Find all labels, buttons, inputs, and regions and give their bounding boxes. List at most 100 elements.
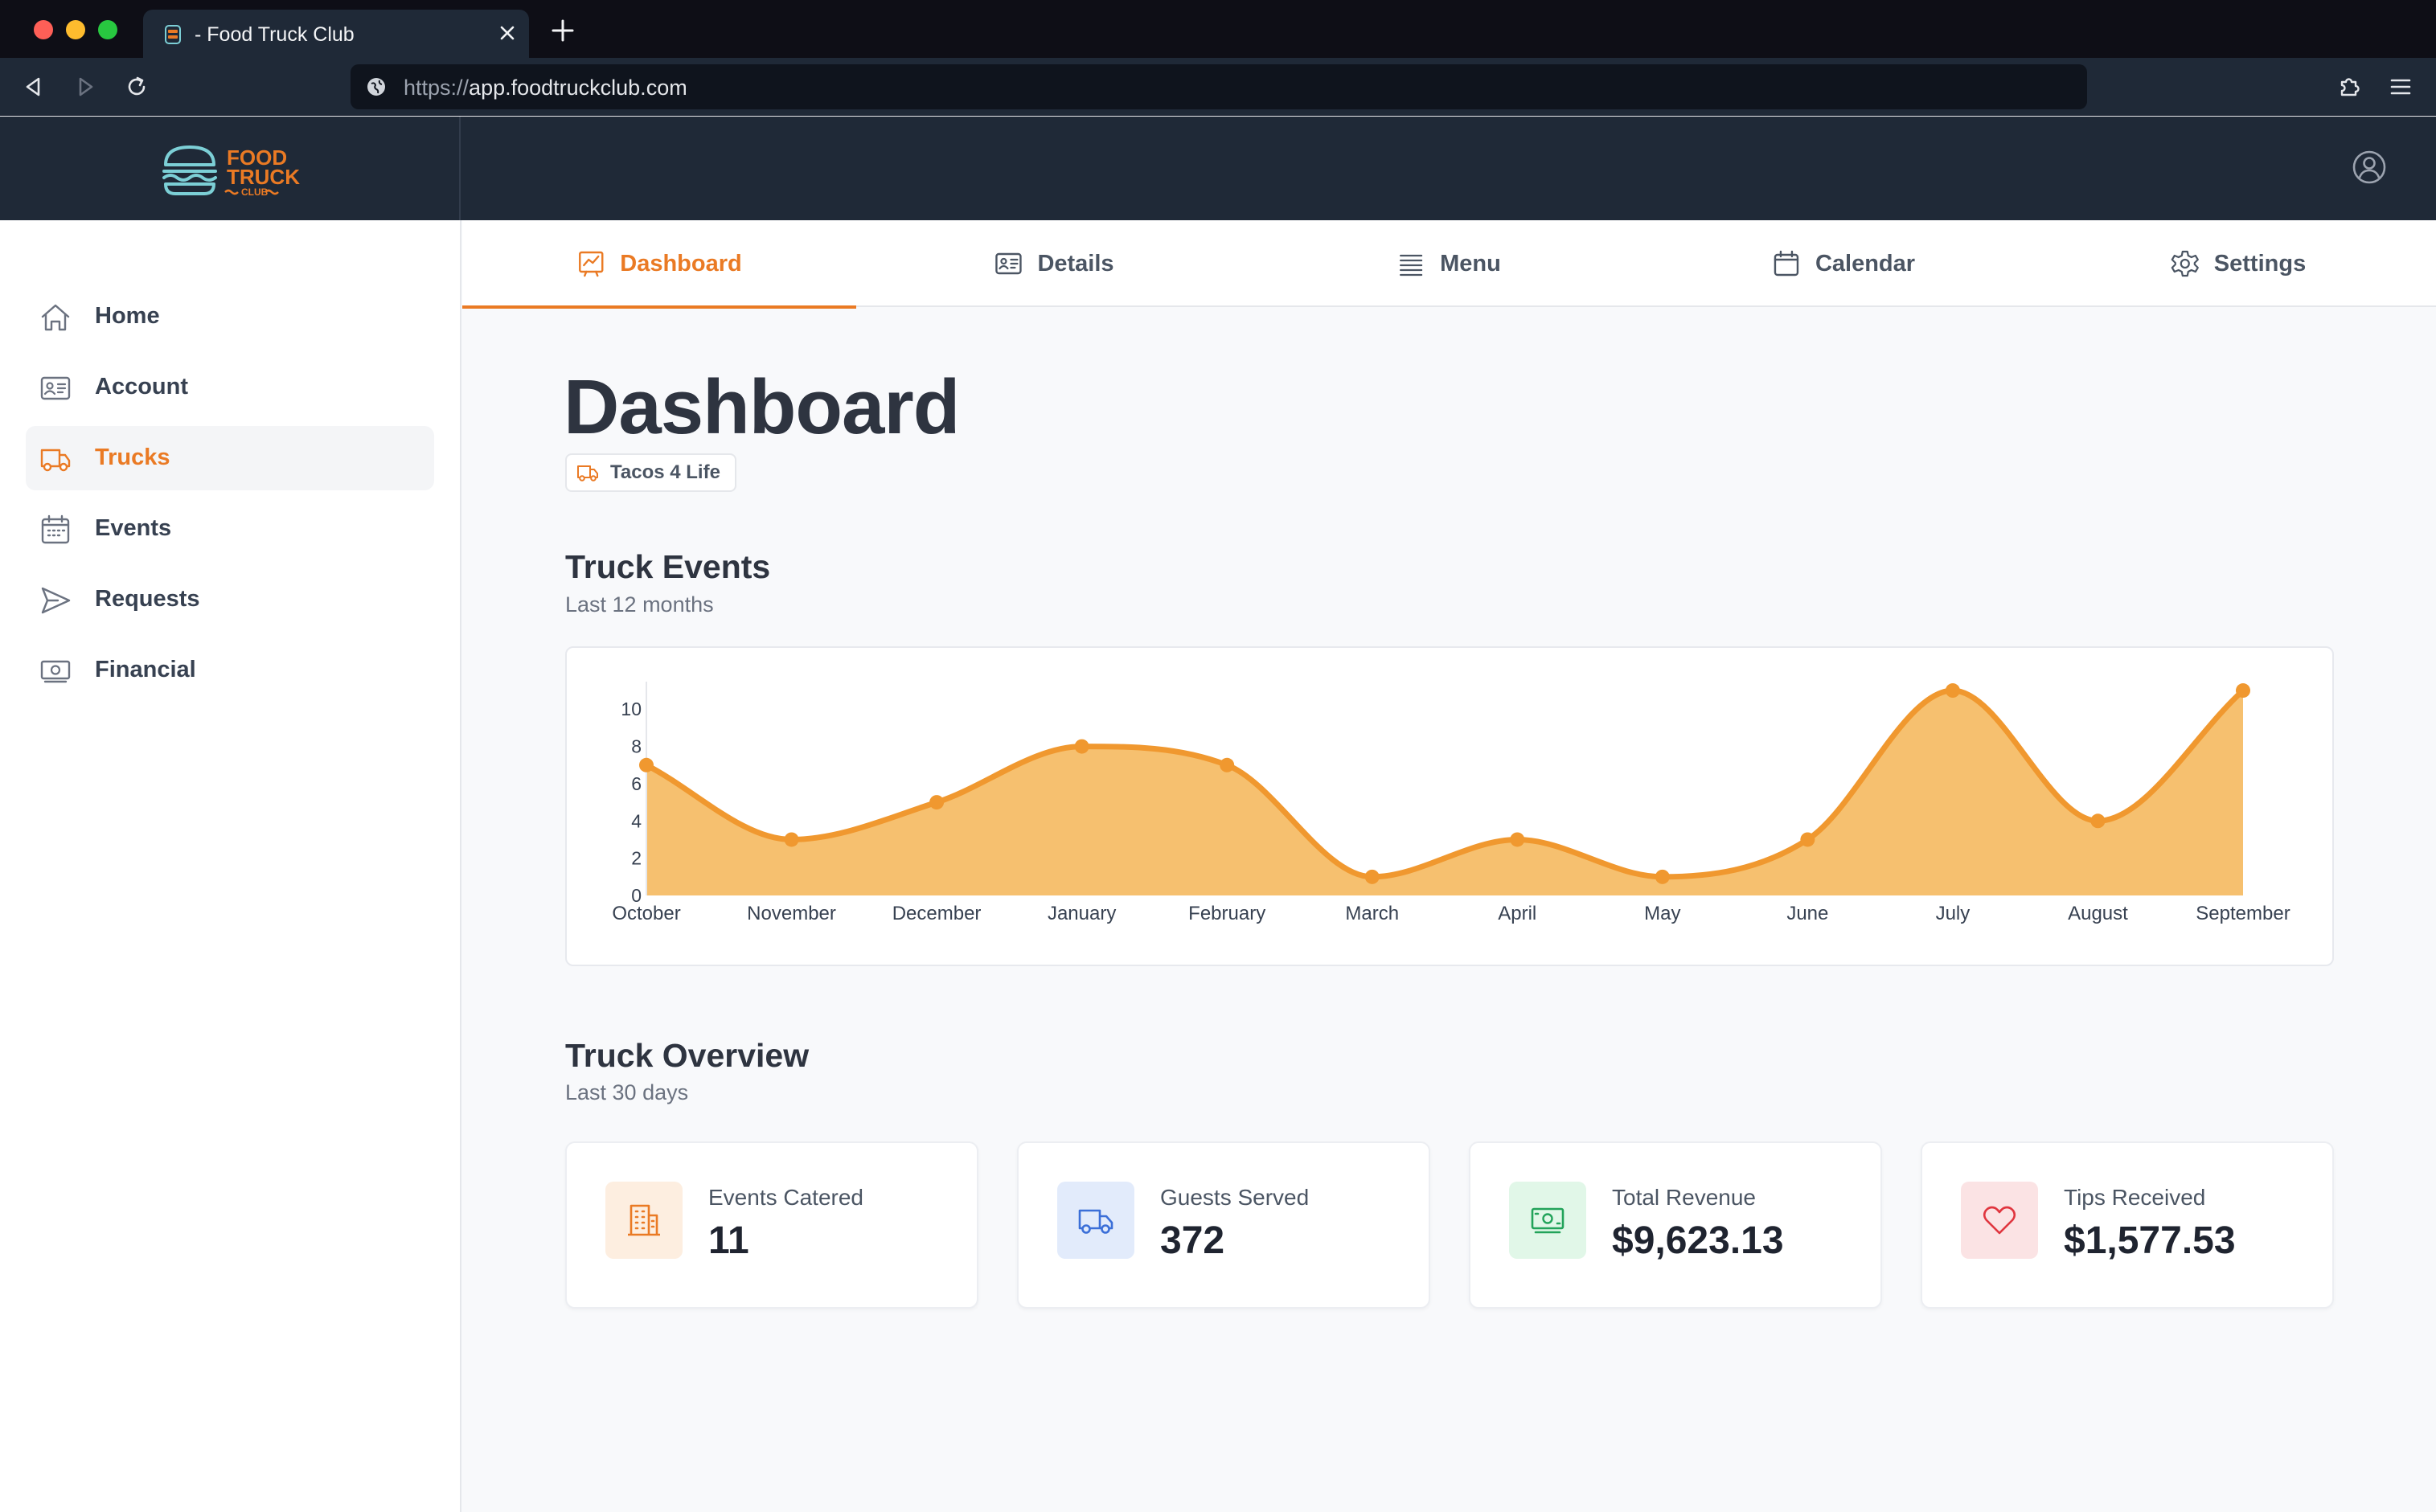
truck-overview-title: Truck Overview: [565, 1037, 810, 1074]
stat-value: $1,577.53: [2064, 1219, 2236, 1262]
cash-icon: [40, 660, 71, 683]
x-tick-label: September: [2196, 903, 2290, 924]
truck-icon: [40, 449, 71, 472]
chart-point: [1800, 832, 1815, 847]
tab-calendar[interactable]: Calendar: [1647, 220, 2040, 307]
food-truck-club-logo[interactable]: FOOD TRUCK CLUB: [161, 141, 301, 199]
stat-icon-box: [1961, 1182, 2038, 1259]
x-tick-label: July: [1936, 903, 1971, 924]
x-tick-label: March: [1345, 903, 1399, 924]
globe-icon: [367, 78, 385, 96]
x-tick-label: June: [1786, 903, 1828, 924]
logo-text-truck: TRUCK: [227, 165, 300, 189]
new-tab-plus-icon[interactable]: [548, 16, 577, 45]
truck-events-title: Truck Events: [565, 548, 771, 585]
sidebar: Home Account Trucks Events Requests: [0, 220, 461, 1512]
user-profile-icon[interactable]: [2351, 149, 2388, 186]
stat-label: Tips Received: [2064, 1185, 2206, 1210]
gear-icon: [2171, 250, 2199, 277]
reload-icon[interactable]: [122, 72, 151, 101]
tab-label: Settings: [2213, 250, 2307, 277]
sidebar-item-label: Home: [95, 303, 160, 329]
chart-point: [1074, 739, 1089, 754]
sidebar-item-home[interactable]: Home: [26, 285, 434, 349]
calendar-icon: [1774, 250, 1799, 277]
hamburger-menu-icon[interactable]: [2386, 72, 2415, 101]
tab-details[interactable]: Details: [857, 220, 1251, 307]
app-header: FOOD TRUCK CLUB: [0, 117, 2436, 220]
home-icon: [41, 304, 70, 331]
close-icon[interactable]: [494, 19, 521, 47]
sidebar-item-label: Requests: [95, 586, 200, 612]
x-tick-label: December: [892, 903, 982, 924]
chart-point: [2090, 813, 2106, 829]
logo-area: FOOD TRUCK CLUB: [0, 117, 461, 220]
url-host: app.foodtruckclub.com: [469, 76, 687, 100]
tab-label: Dashboard: [620, 250, 742, 277]
tab-menu[interactable]: Menu: [1252, 220, 1646, 307]
sidebar-item-label: Trucks: [95, 445, 170, 470]
stat-card-total-revenue: Total Revenue $9,623.13: [1469, 1141, 1882, 1309]
x-tick-label: February: [1188, 903, 1265, 924]
truck-name: Tacos 4 Life: [610, 461, 720, 483]
truck-icon: [577, 465, 598, 481]
sidebar-item-label: Events: [95, 515, 172, 541]
sidebar-item-financial[interactable]: Financial: [26, 638, 434, 703]
window-close-button[interactable]: [34, 20, 53, 39]
cash-icon: [1531, 1207, 1565, 1234]
tab-label: Calendar: [1815, 250, 1916, 277]
list-icon: [1400, 254, 1423, 277]
chart-icon: [579, 251, 604, 277]
back-icon[interactable]: [19, 72, 48, 101]
stat-label: Total Revenue: [1612, 1185, 1757, 1210]
y-tick-label: 0: [631, 885, 642, 906]
send-icon: [41, 587, 71, 614]
x-tick-label: November: [747, 903, 836, 924]
sidebar-item-requests[interactable]: Requests: [26, 568, 434, 632]
id-card-icon: [40, 376, 71, 400]
browser-toolbar: https://app.foodtruckclub.com: [0, 58, 2436, 116]
truck-events-chart: 0 2 4 6 8 10 October November December January Feb…: [565, 646, 2334, 966]
y-tick-label: 4: [631, 810, 642, 831]
sidebar-item-label: Financial: [95, 657, 196, 682]
y-tick-label: 10: [621, 699, 642, 719]
chart-area-fill: [646, 690, 2243, 895]
logo-text-club: CLUB: [241, 186, 269, 198]
tab-label: Details: [1037, 250, 1114, 277]
truck-overview-subtitle: Last 30 days: [565, 1080, 689, 1104]
browser-tab[interactable]: - Food Truck Club: [143, 10, 529, 58]
x-tick-label: April: [1498, 903, 1536, 924]
stat-value: 372: [1160, 1219, 1225, 1262]
chart-point: [639, 757, 654, 772]
sidebar-item-label: Account: [95, 374, 188, 400]
chart-point: [784, 832, 799, 847]
tab-settings[interactable]: Settings: [2041, 220, 2435, 307]
truck-badge: Tacos 4 Life: [565, 453, 736, 492]
address-bar[interactable]: https://app.foodtruckclub.com: [351, 64, 2087, 109]
window-minimize-button[interactable]: [66, 20, 85, 39]
stat-value: 11: [708, 1219, 749, 1262]
x-tick-label: October: [612, 903, 680, 924]
sidebar-item-account[interactable]: Account: [26, 355, 434, 420]
stat-icon-box: [605, 1182, 683, 1259]
tab-dashboard[interactable]: Dashboard: [462, 220, 856, 309]
window-maximize-button[interactable]: [98, 20, 117, 39]
forward-icon[interactable]: [71, 72, 100, 101]
browser-titlebar: - Food Truck Club: [0, 0, 2436, 58]
chart-canvas: 0 2 4 6 8 10 October November December January Feb…: [612, 682, 2290, 924]
x-tick-label: January: [1048, 903, 1116, 924]
truck-icon: [1078, 1209, 1113, 1234]
tab-label: Menu: [1440, 250, 1501, 277]
tab-title: - Food Truck Club: [195, 23, 355, 46]
building-icon: [628, 1204, 660, 1236]
stat-card-guests-served: Guests Served 372: [1017, 1141, 1430, 1309]
stat-icon-box: [1057, 1182, 1134, 1259]
y-tick-label: 2: [631, 848, 642, 869]
x-tick-label: May: [1644, 903, 1680, 924]
sidebar-item-events[interactable]: Events: [26, 497, 434, 561]
stat-label: Guests Served: [1160, 1185, 1310, 1210]
extensions-puzzle-icon[interactable]: [2335, 72, 2364, 101]
y-tick-label: 8: [631, 736, 642, 757]
sidebar-item-trucks[interactable]: Trucks: [26, 426, 434, 490]
chart-point: [1510, 832, 1525, 847]
